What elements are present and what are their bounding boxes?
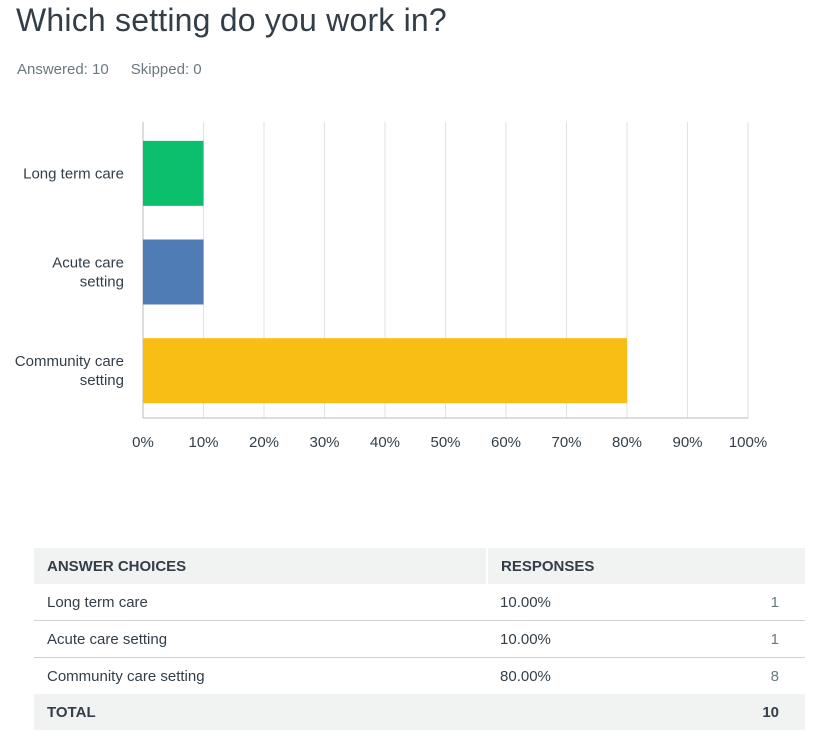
table-header-row: ANSWER CHOICES RESPONSES (34, 548, 805, 584)
header-responses[interactable]: RESPONSES (486, 548, 805, 584)
bar (143, 338, 627, 404)
bar (143, 140, 204, 206)
x-tick-label: 10% (188, 434, 218, 451)
header-answer-choices[interactable]: ANSWER CHOICES (34, 548, 488, 584)
x-tick-label: 100% (729, 434, 767, 451)
response-stats: Answered: 10 Skipped: 0 (17, 61, 202, 78)
x-tick-label: 50% (430, 434, 460, 451)
skipped-count: Skipped: 0 (130, 61, 202, 78)
row-choice: Community care setting (47, 667, 205, 685)
row-percent: 10.00% (487, 620, 750, 658)
row-choice: Acute care setting (34, 620, 488, 658)
total-label: TOTAL (34, 694, 488, 730)
row-count: 1 (749, 584, 805, 621)
x-tick-label: 40% (370, 434, 400, 451)
table-row: Community care setting 80.00% 8 (34, 658, 805, 695)
table-row: Long term care 10.00% 1 (34, 584, 805, 621)
answered-count: Answered: 10 (17, 61, 109, 78)
bar (143, 239, 204, 305)
total-spacer (487, 694, 750, 730)
row-percent: 80.00% (500, 667, 551, 685)
row-choice: Long term care (34, 584, 488, 621)
x-tick-label: 90% (672, 434, 702, 451)
question-title: Which setting do you work in? (16, 2, 447, 38)
x-tick-label: 20% (249, 434, 279, 451)
table-total-row: TOTAL 10 (34, 694, 805, 730)
category-label: Community care setting (15, 353, 124, 389)
x-tick-label: 30% (309, 434, 339, 451)
category-label: Acute care setting (52, 255, 124, 291)
row-count: 1 (749, 620, 805, 658)
x-tick-label: 0% (132, 434, 154, 451)
table-row: Acute care setting 10.00% 1 (34, 620, 805, 658)
bar-chart: 0% 10% 20% 30% 40% 50% 60% 70% 80% 90% 100% Long te… (15, 122, 767, 451)
x-tick-label: 80% (612, 434, 642, 451)
x-tick-label: 70% (551, 434, 581, 451)
row-percent: 10.00% (487, 584, 750, 621)
category-label: Long term care (23, 165, 124, 182)
answer-table: ANSWER CHOICES RESPONSES Long term care … (34, 548, 805, 730)
total-count: 10 (749, 694, 805, 730)
row-count: 8 (770, 667, 779, 685)
x-tick-label: 60% (491, 434, 521, 451)
